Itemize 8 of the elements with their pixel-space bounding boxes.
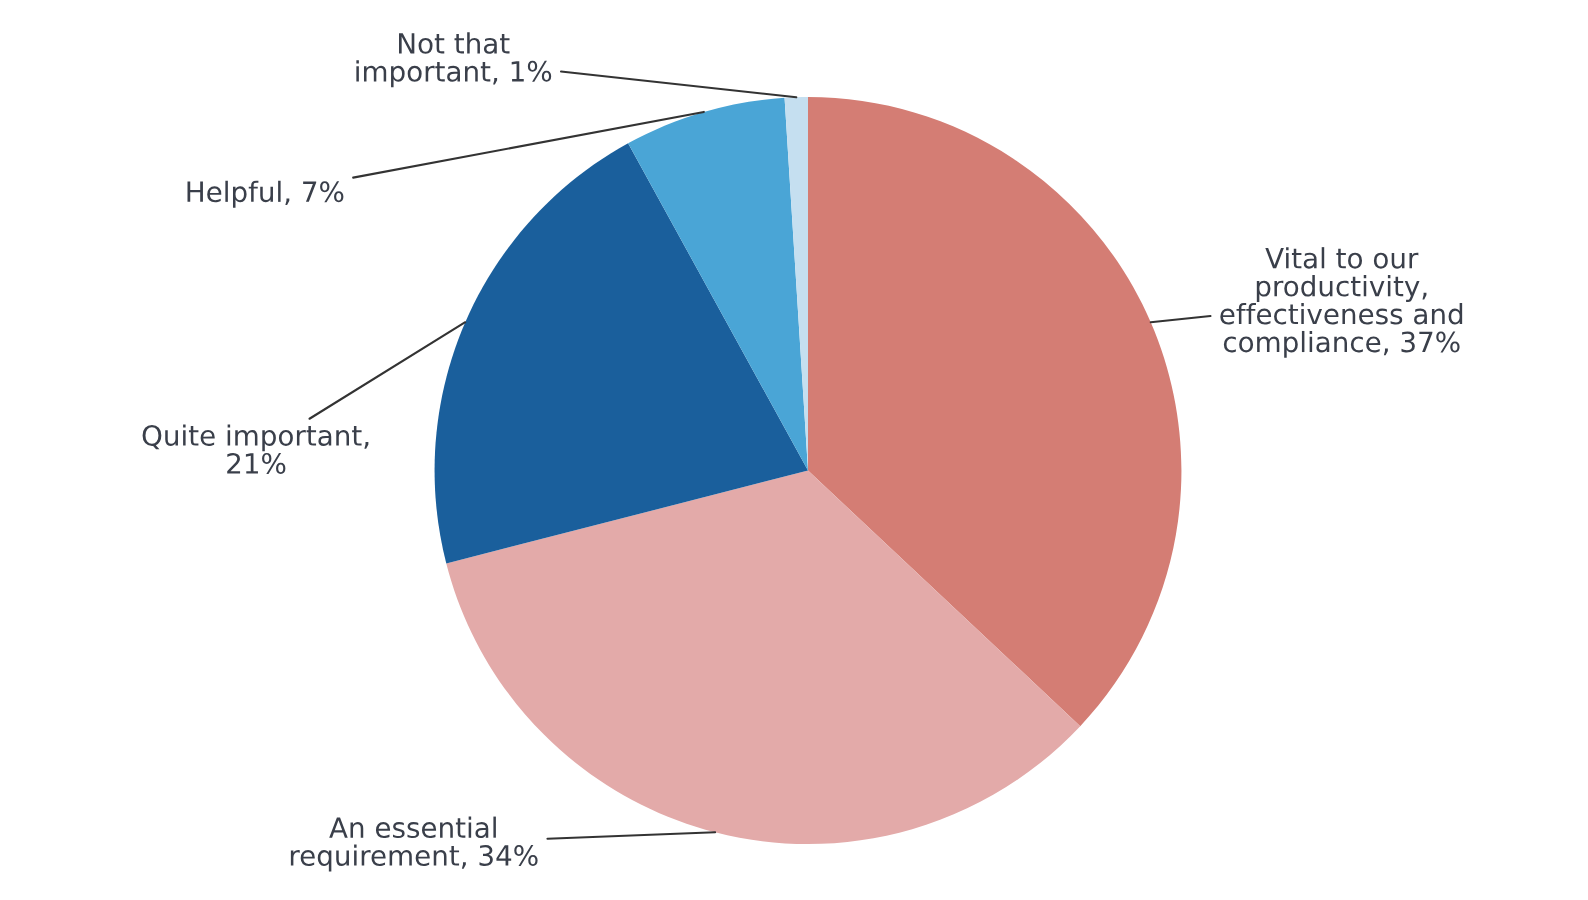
slice-label: Vital to our productivity, effectiveness and compliance, 37%: [1220, 247, 1463, 358]
slice-label: Quite important, 21%: [142, 424, 369, 474]
slice-label: An essential requirement, 34%: [290, 816, 538, 872]
slice-label: Not that important, 1%: [356, 32, 552, 88]
pie-slice: [434, 143, 808, 564]
pie-slice: [628, 97, 808, 471]
slice-label: Helpful, 7%: [187, 180, 344, 208]
pie-slice: [808, 97, 1182, 727]
